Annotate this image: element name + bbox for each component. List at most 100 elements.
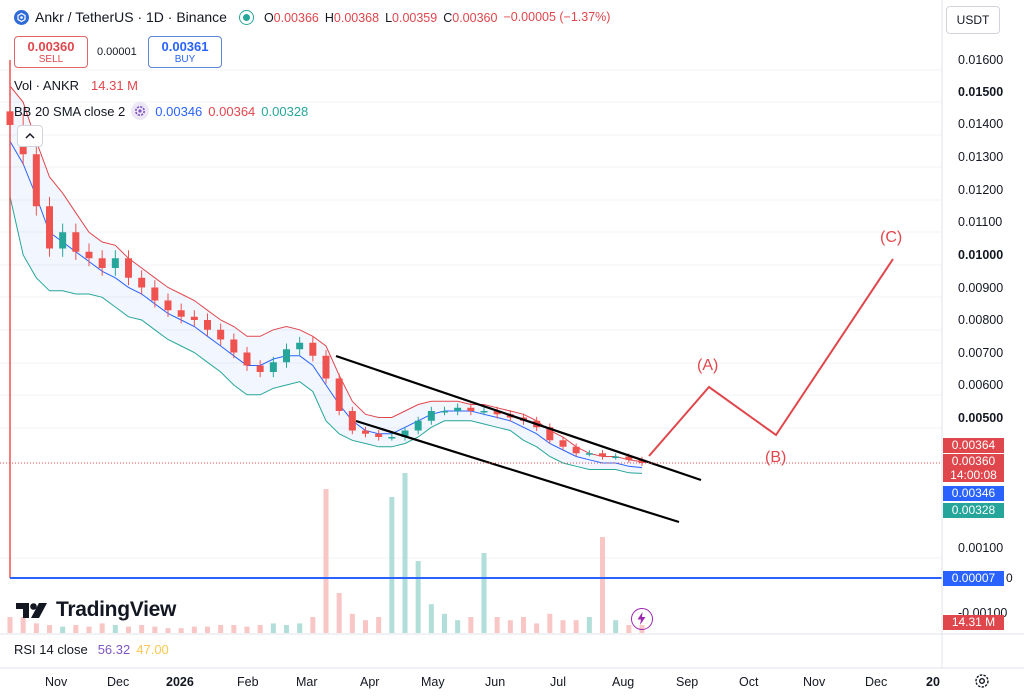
sell-label: SELL — [38, 54, 64, 65]
volume-bar — [586, 617, 592, 633]
buy-button[interactable]: 0.00361 BUY — [148, 36, 222, 68]
channel-upper-line — [335, 354, 702, 482]
lightning-icon[interactable] — [631, 608, 653, 630]
candle-body — [388, 437, 396, 439]
sell-button[interactable]: 0.00360 SELL — [14, 36, 88, 68]
price-tick: 0.00800 — [958, 313, 1004, 327]
volume-bar — [534, 623, 540, 633]
candle-body — [204, 320, 211, 330]
candle-body — [72, 232, 80, 252]
candle-body — [414, 420, 422, 431]
wave-label-b[interactable]: (B) — [765, 449, 787, 466]
last-price-tag: 0.00360 14:00:08 — [943, 454, 1004, 482]
time-tick: Oct — [739, 675, 759, 689]
candle-body — [335, 378, 343, 411]
spread-value: 0.00001 — [97, 46, 137, 58]
candle-body — [98, 258, 106, 268]
rsi-legend[interactable]: RSI 14 close 56.32 47.00 — [14, 642, 169, 657]
candle-body — [612, 456, 620, 458]
price-tick: 0.00900 — [958, 281, 1004, 295]
volume-bar — [349, 613, 355, 633]
price-tick: 0.01100 — [958, 215, 1003, 229]
collapse-legend-button[interactable] — [17, 125, 43, 147]
candle-body — [480, 411, 488, 413]
volume-tag: 14.31 M — [943, 615, 1004, 630]
volume-bar — [415, 561, 421, 633]
volume-bar — [60, 626, 66, 633]
bollinger-lower-line — [9, 196, 643, 474]
wave-label-a[interactable]: (A) — [697, 357, 719, 374]
price-tick: 0.00500 — [958, 411, 1004, 425]
candle-body — [362, 430, 369, 434]
volume-bar — [297, 623, 303, 633]
volume-bar — [600, 537, 605, 633]
candle-body — [151, 287, 159, 301]
volume-bar — [363, 620, 368, 633]
tradingview-logo-icon — [16, 603, 47, 618]
bb-legend[interactable]: BB 20 SMA close 2 0.00346 0.00364 0.0032… — [14, 102, 308, 120]
price-tick: 0.00600 — [958, 378, 1004, 392]
open-value: 0.00366 — [273, 10, 319, 25]
bb-lower-tag: 0.00328 — [943, 503, 1004, 518]
volume-bar — [323, 489, 329, 633]
bb-upper-value: 0.00364 — [208, 103, 256, 119]
volume-bar — [626, 625, 632, 633]
volume-bar — [402, 473, 408, 633]
time-tick: Nov — [803, 675, 826, 689]
bb-settings-icon[interactable] — [131, 102, 150, 120]
sell-price: 0.00360 — [27, 39, 75, 54]
volume-bar — [231, 625, 237, 633]
volume-bar — [442, 613, 447, 633]
bb-lower-value: 0.00328 — [261, 103, 309, 119]
candle-body — [296, 342, 304, 350]
ankr-logo-icon — [14, 9, 29, 25]
volume-bar — [257, 625, 263, 633]
candle-body — [138, 277, 146, 288]
time-tick: Sep — [676, 675, 699, 689]
volume-bar — [468, 617, 474, 633]
candle-body — [164, 300, 172, 311]
candle-body — [572, 446, 580, 454]
price-tick: 0.01300 — [958, 150, 1004, 164]
candle-body — [348, 411, 356, 431]
gear-icon — [975, 674, 989, 688]
candle-body — [32, 154, 40, 207]
volume-bars — [7, 473, 645, 633]
chevron-up-icon — [25, 132, 35, 139]
open-label: O — [263, 10, 274, 25]
candle-body — [256, 365, 264, 372]
candle-body — [111, 258, 119, 268]
bollinger-band-fill — [10, 86, 642, 474]
settings-button[interactable] — [972, 671, 992, 691]
volume-bar — [560, 620, 566, 633]
price-tick: 0.00700 — [958, 346, 1004, 360]
volume-bar — [20, 617, 26, 633]
candle-body — [454, 407, 462, 411]
volume-bar — [126, 626, 131, 633]
time-tick: Jul — [550, 675, 566, 689]
volume-bar — [521, 617, 526, 633]
drawings — [9, 60, 894, 578]
time-tick: Aug — [612, 675, 635, 689]
tradingview-logo[interactable]: TradingView — [16, 598, 176, 622]
close-label: C — [443, 10, 453, 25]
volume-bar — [86, 626, 92, 633]
candle-body — [625, 456, 633, 460]
time-tick: Nov — [45, 675, 68, 689]
symbol-title[interactable]: Ankr / TetherUS · 1D · Binance — [35, 9, 227, 25]
volume-bar — [205, 626, 210, 633]
countdown-value: 14:00:08 — [950, 468, 997, 482]
change-value: −0.00005 (−1.37%) — [503, 10, 611, 24]
bb-upper-tag: 0.00364 — [943, 438, 1004, 453]
volume-legend[interactable]: Vol · ANKR 14.31 M — [14, 78, 138, 93]
currency-selector[interactable]: USDT — [946, 6, 1000, 34]
close-value: 0.00360 — [452, 10, 498, 25]
wave-label-c[interactable]: (C) — [880, 229, 903, 246]
volume-bar — [191, 626, 197, 633]
candle-body — [427, 411, 435, 421]
symbol-legend: Ankr / TetherUS · 1D · Binance O0.00366 … — [14, 9, 610, 25]
candles — [6, 99, 646, 466]
high-value: 0.00368 — [333, 10, 380, 25]
low-label: L — [385, 10, 393, 25]
